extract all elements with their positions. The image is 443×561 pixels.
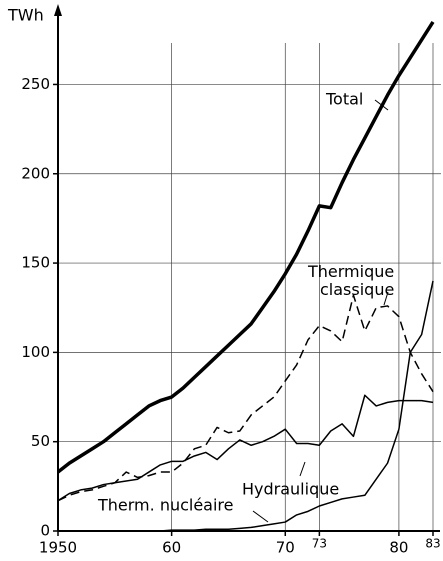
series-line (57, 394, 434, 502)
x-tick-label: 73 (312, 537, 327, 551)
y-tick-label: 250 (21, 75, 50, 93)
series-label: Total (325, 90, 363, 109)
series-line (57, 294, 434, 502)
x-tick-label: 70 (276, 539, 295, 557)
series-label: Therm. nucléaire (97, 496, 234, 515)
label-leader (383, 291, 389, 306)
y-tick-label: 50 (31, 432, 50, 450)
series-line (58, 280, 434, 532)
label-leader (299, 461, 306, 477)
y-tick-label: 200 (21, 164, 50, 182)
x-tick-label: 83 (425, 537, 440, 551)
x-tick-label: 60 (162, 539, 181, 557)
y-axis-label: TWh (7, 6, 44, 25)
label-leader (252, 510, 269, 523)
label-leader (374, 99, 389, 111)
series-label: Hydraulique (242, 480, 339, 499)
y-axis-arrow (54, 4, 62, 16)
y-tick-label: 100 (21, 343, 50, 361)
series-label: Thermique classique (307, 262, 394, 299)
y-tick-label: 0 (40, 522, 50, 540)
x-tick-label: 1950 (39, 539, 77, 557)
series-line (56, 20, 435, 474)
x-tick-label: 80 (389, 539, 408, 557)
y-tick-label: 150 (21, 254, 50, 272)
